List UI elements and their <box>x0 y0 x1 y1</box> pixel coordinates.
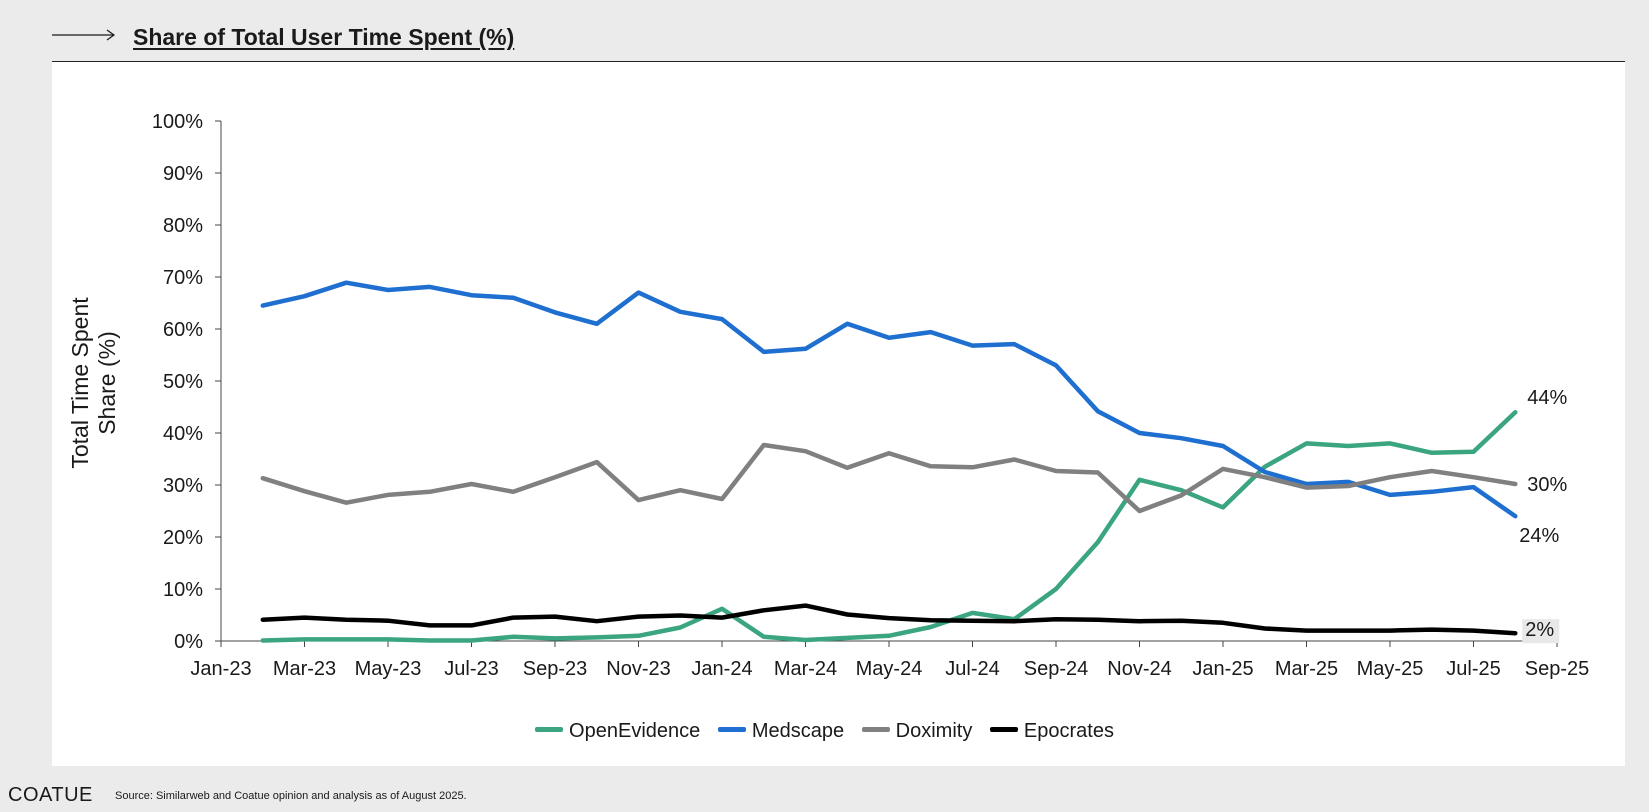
x-tick-label: Sep-24 <box>1024 658 1089 680</box>
legend-swatch-doximity <box>861 727 890 733</box>
end-label-medscape: 24% <box>1519 525 1559 547</box>
x-tick-label: Mar-25 <box>1275 658 1338 680</box>
end-label-bg-epocrates <box>1522 619 1560 644</box>
arrow-right-icon <box>52 29 116 41</box>
y-tick-label: 90% <box>163 163 203 185</box>
y-tick-label: 50% <box>163 371 203 393</box>
legend-label-openevidence: OpenEvidence <box>569 720 701 742</box>
chart-axes: 0% 10% 20% 30% 40% 50% 60% 70% 80% 90% 100% Jan-23 M… <box>152 111 1589 680</box>
x-tick-label: May-25 <box>1357 658 1424 680</box>
y-tick-label: 20% <box>163 527 203 549</box>
chart-end-labels: 44% 24% 30% 2% <box>1519 387 1567 644</box>
x-tick-label: Nov-24 <box>1107 658 1171 680</box>
legend-label-medscape: Medscape <box>751 720 845 742</box>
x-tick-label: May-24 <box>856 658 923 680</box>
legend-item-openevidence: OpenEvidence <box>535 720 700 743</box>
y-tick-label: 30% <box>163 475 203 497</box>
chart-legend: OpenEvidence Medscape Doximity Epocrates <box>0 720 1649 743</box>
series-line-epocrates <box>260 603 1518 636</box>
page-header: Share of Total User Time Spent (%) <box>52 22 1625 62</box>
y-tick-label: 60% <box>163 319 203 341</box>
header-divider <box>52 61 1625 62</box>
legend-swatch-openevidence <box>535 727 564 733</box>
series-line-openevidence <box>260 409 1518 643</box>
y-tick-label: 0% <box>174 631 203 653</box>
y-tick-label: 80% <box>163 215 203 237</box>
legend-label-doximity: Doximity <box>895 720 973 742</box>
y-axis-label: Total Time Spent Share (%) <box>67 263 127 503</box>
x-tick-label: Sep-23 <box>523 658 588 680</box>
y-tick-label: 100% <box>152 111 203 133</box>
end-label-openevidence: 44% <box>1527 387 1567 409</box>
x-tick-label: Jan-24 <box>691 658 752 680</box>
x-tick-label: Jul-23 <box>444 658 498 680</box>
end-label-doximity: 30% <box>1527 474 1567 496</box>
x-tick-label: Sep-25 <box>1525 658 1590 680</box>
series-line-doximity <box>260 442 1518 514</box>
y-tick-label: 70% <box>163 267 203 289</box>
x-tick-label: Jan-23 <box>190 658 251 680</box>
legend-swatch-medscape <box>717 727 746 733</box>
chart-panel <box>52 62 1625 766</box>
legend-item-medscape: Medscape <box>717 720 845 743</box>
y-tick-label: 10% <box>163 579 203 601</box>
x-tick-label: Jul-25 <box>1446 658 1500 680</box>
x-tick-label: May-23 <box>355 658 422 680</box>
x-tick-label: Nov-23 <box>606 658 670 680</box>
y-tick-label: 40% <box>163 423 203 445</box>
chart-series <box>260 280 1518 643</box>
legend-item-doximity: Doximity <box>861 720 973 743</box>
x-tick-label: Mar-24 <box>774 658 837 680</box>
series-line-medscape <box>260 280 1518 519</box>
page-title: Share of Total User Time Spent (%) <box>133 24 515 50</box>
end-label-epocrates: 2% <box>1525 619 1554 641</box>
legend-item-epocrates: Epocrates <box>989 720 1114 743</box>
x-tick-label: Jan-25 <box>1192 658 1253 680</box>
y-axis-label-line-1: Total Time Spent <box>67 297 93 469</box>
legend-swatch-epocrates <box>989 727 1018 733</box>
x-tick-label: Jul-24 <box>945 658 999 680</box>
x-tick-label: Mar-23 <box>273 658 336 680</box>
legend-label-epocrates: Epocrates <box>1023 720 1114 742</box>
y-axis-label-line-2: Share (%) <box>94 331 120 435</box>
coatue-logo: COATUE <box>8 784 93 806</box>
source-note: Source: Similarweb and Coatue opinion an… <box>115 790 467 802</box>
